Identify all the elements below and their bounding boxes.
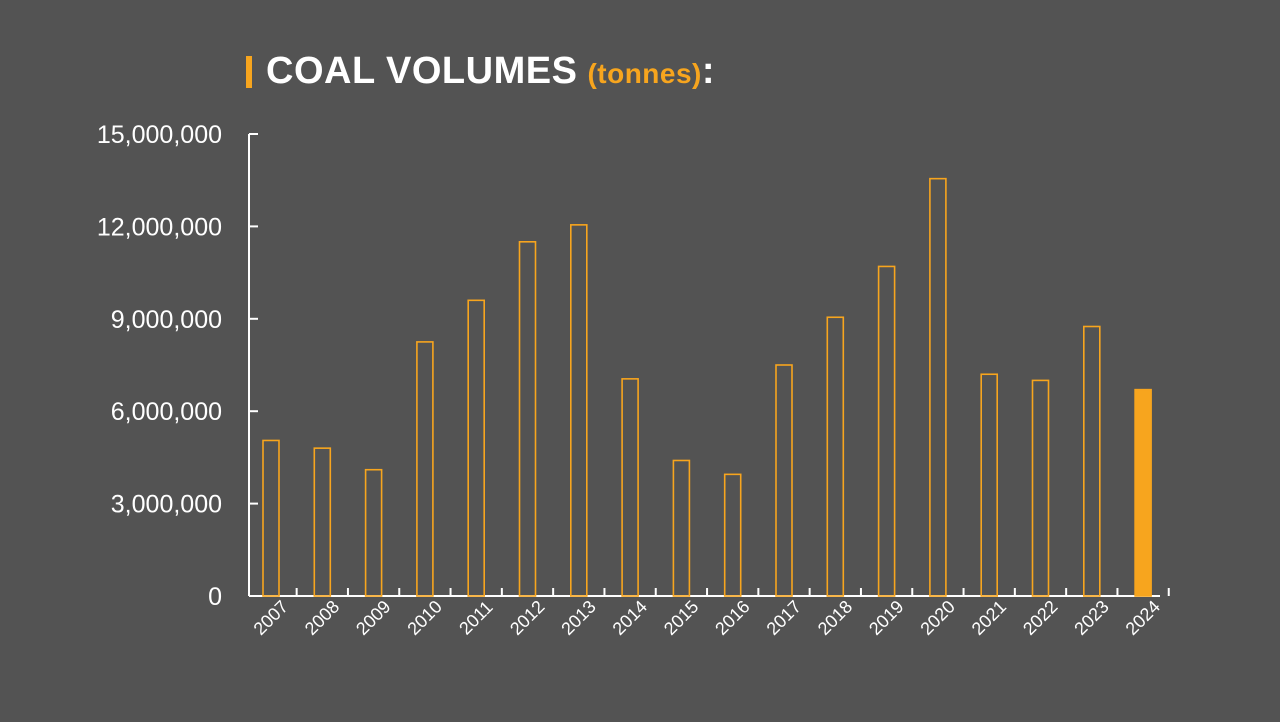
- bar-2016: [723, 473, 742, 597]
- bar-2020: [929, 177, 947, 597]
- bar-2013: [569, 224, 588, 597]
- bar-2012: [518, 241, 537, 597]
- bar-2024: [1134, 388, 1152, 597]
- x-tick-label: 2020: [916, 597, 958, 639]
- x-tick-label: 2015: [660, 597, 702, 639]
- y-axis: 0 3,000,000 6,000,000 9,000,000 12,000,000 15…: [97, 121, 258, 611]
- x-tick-label: 2009: [352, 597, 394, 639]
- bar-2011: [467, 299, 486, 597]
- bar-2023: [1083, 325, 1101, 597]
- bar-2019: [877, 265, 896, 597]
- x-tick-label: 2017: [763, 597, 805, 639]
- chart-title: COAL VOLUMES (tonnes) :: [246, 50, 715, 93]
- title-colon: :: [701, 50, 716, 92]
- bar-2014: [621, 378, 639, 597]
- x-tick-label: 2014: [609, 597, 651, 639]
- x-axis: 2007 2008 2009 2010 2011 2012 2013 2014 2015 2016…: [249, 588, 1170, 639]
- x-tick-label: 2019: [865, 597, 907, 639]
- y-tick-label: 9,000,000: [111, 306, 222, 334]
- x-tick-label: 2013: [557, 597, 599, 639]
- x-tick-label: 2023: [1070, 597, 1112, 639]
- x-tick-label: 2008: [301, 597, 343, 639]
- x-tick-label: 2021: [968, 597, 1010, 639]
- y-tick-label: 3,000,000: [111, 491, 222, 519]
- x-tick-label: 2024: [1122, 597, 1164, 639]
- x-tick-label: 2016: [711, 597, 753, 639]
- y-tick-label: 0: [208, 583, 222, 611]
- x-tick-label: 2010: [403, 597, 445, 639]
- bar-2009: [364, 468, 383, 597]
- bar-2008: [313, 447, 332, 597]
- x-tick-label: 2007: [250, 597, 292, 639]
- title-unit: (tonnes): [587, 58, 702, 89]
- bar-2017: [775, 364, 793, 597]
- x-tick-label: 2012: [506, 597, 548, 639]
- title-accent-bar: [246, 55, 252, 88]
- y-tick-label: 15,000,000: [97, 121, 222, 149]
- x-tick-label: 2011: [455, 597, 497, 639]
- y-tick-label: 6,000,000: [111, 398, 222, 426]
- bars: [262, 177, 1152, 597]
- bar-2010: [416, 341, 434, 597]
- x-tick-label: 2018: [814, 597, 856, 639]
- bar-2021: [980, 373, 999, 597]
- title-main: COAL VOLUMES: [266, 50, 578, 92]
- y-tick-label: 12,000,000: [97, 213, 222, 241]
- bar-2015: [672, 459, 691, 597]
- bar-2022: [1031, 379, 1050, 597]
- bar-2007: [262, 439, 280, 597]
- x-tick-label: 2022: [1019, 597, 1061, 639]
- bar-2018: [826, 316, 845, 597]
